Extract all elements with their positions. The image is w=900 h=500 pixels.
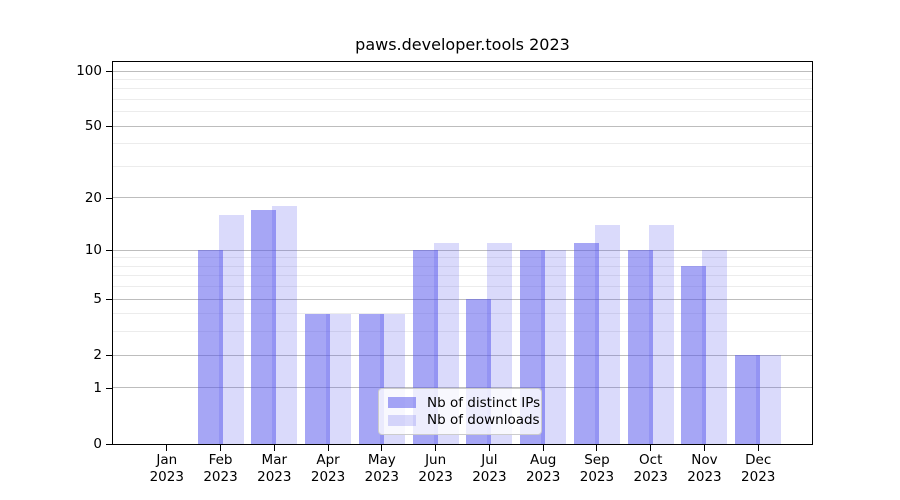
bar-downloads	[756, 355, 782, 444]
major-gridline	[113, 125, 812, 127]
minor-gridline	[113, 313, 812, 315]
x-axis-tick-label: Jul 2023	[472, 452, 507, 485]
legend-item-distinct-ips: Nb of distinct IPs	[388, 395, 540, 411]
x-axis-tick	[273, 445, 275, 451]
x-axis-tick-label: Sep 2023	[579, 452, 615, 485]
y-axis-tick-label: 5	[93, 291, 102, 308]
x-axis-tick-label: May 2023	[364, 452, 400, 485]
x-axis-tick	[703, 445, 705, 451]
y-axis-tick	[106, 444, 113, 445]
minor-gridline	[113, 78, 812, 80]
y-axis-tick	[106, 126, 113, 128]
major-gridline	[113, 197, 812, 199]
major-gridline	[113, 387, 812, 389]
bar-distinct-ips	[735, 355, 761, 444]
minor-gridline	[113, 88, 812, 90]
y-axis-tick-label: 100	[76, 63, 102, 80]
bar-downloads	[326, 313, 352, 444]
x-axis-tick-label: Nov 2023	[687, 452, 722, 485]
y-axis-tick	[106, 71, 113, 73]
x-axis-tick-label: Jun 2023	[418, 452, 453, 485]
plot-area	[112, 61, 813, 445]
major-gridline	[113, 249, 812, 251]
y-axis-tick-label: 0	[93, 436, 102, 452]
minor-gridline	[113, 111, 812, 113]
x-axis-tick	[166, 445, 168, 451]
y-axis-tick-label: 2	[93, 347, 102, 364]
minor-gridline	[113, 265, 812, 267]
x-axis-tick	[220, 445, 222, 451]
bar-distinct-ips	[681, 266, 707, 444]
x-axis-tick	[650, 445, 652, 451]
bar-distinct-ips	[251, 210, 277, 444]
bar-downloads	[648, 225, 674, 444]
minor-gridline	[113, 286, 812, 288]
bar-downloads	[702, 250, 728, 444]
y-axis-tick-label: 1	[93, 379, 102, 396]
major-gridline	[113, 70, 812, 72]
x-axis-tick-label: Dec 2023	[741, 452, 776, 485]
legend-item-downloads: Nb of downloads	[388, 412, 540, 428]
bar-downloads	[541, 250, 567, 444]
bar-distinct-ips	[573, 243, 599, 444]
y-axis-tick-label: 20	[84, 189, 102, 206]
minor-gridline	[113, 257, 812, 259]
y-axis-tick	[106, 250, 113, 252]
bar-downloads	[594, 225, 620, 444]
minor-gridline	[113, 275, 812, 277]
x-axis-tick	[542, 445, 544, 451]
major-gridline	[113, 298, 812, 300]
bar-downloads	[218, 215, 244, 444]
minor-gridline	[113, 143, 812, 145]
x-axis-tick-label: Feb 2023	[203, 452, 238, 485]
minor-gridline	[113, 166, 812, 167]
x-axis-tick	[381, 445, 383, 451]
x-axis-tick	[327, 445, 329, 451]
legend-swatch-downloads-icon	[388, 414, 416, 426]
y-axis-tick	[106, 197, 113, 199]
x-axis-tick	[488, 445, 490, 451]
y-axis-tick	[106, 387, 113, 389]
legend-swatch-distinct-ips-icon	[388, 397, 416, 409]
x-axis-tick-label: Oct 2023	[633, 452, 668, 485]
major-gridline	[113, 354, 812, 356]
bar-distinct-ips	[305, 313, 331, 444]
bar-distinct-ips	[197, 250, 223, 444]
x-axis-tick-label: Aug 2023	[525, 452, 561, 485]
x-axis-tick	[596, 445, 598, 451]
y-axis-tick-label: 10	[84, 242, 102, 259]
minor-gridline	[113, 331, 812, 333]
x-axis-tick	[757, 445, 759, 451]
y-axis-tick	[106, 355, 113, 357]
legend-label-distinct-ips: Nb of distinct IPs	[427, 394, 541, 411]
minor-gridline	[113, 99, 812, 101]
x-axis-tick-label: Jan 2023	[149, 452, 184, 485]
x-axis-tick-label: Apr 2023	[310, 452, 346, 485]
x-axis-tick	[435, 445, 437, 451]
chart-title: paws.developer.tools 2023	[355, 35, 570, 54]
legend: Nb of distinct IPs Nb of downloads	[378, 388, 542, 435]
y-axis-tick	[106, 299, 113, 301]
bar-distinct-ips	[627, 250, 653, 444]
y-axis-tick-label: 50	[84, 118, 102, 135]
x-axis-tick-label: Mar 2023	[257, 452, 292, 485]
bar-downloads	[272, 206, 298, 444]
legend-label-downloads: Nb of downloads	[427, 412, 540, 429]
